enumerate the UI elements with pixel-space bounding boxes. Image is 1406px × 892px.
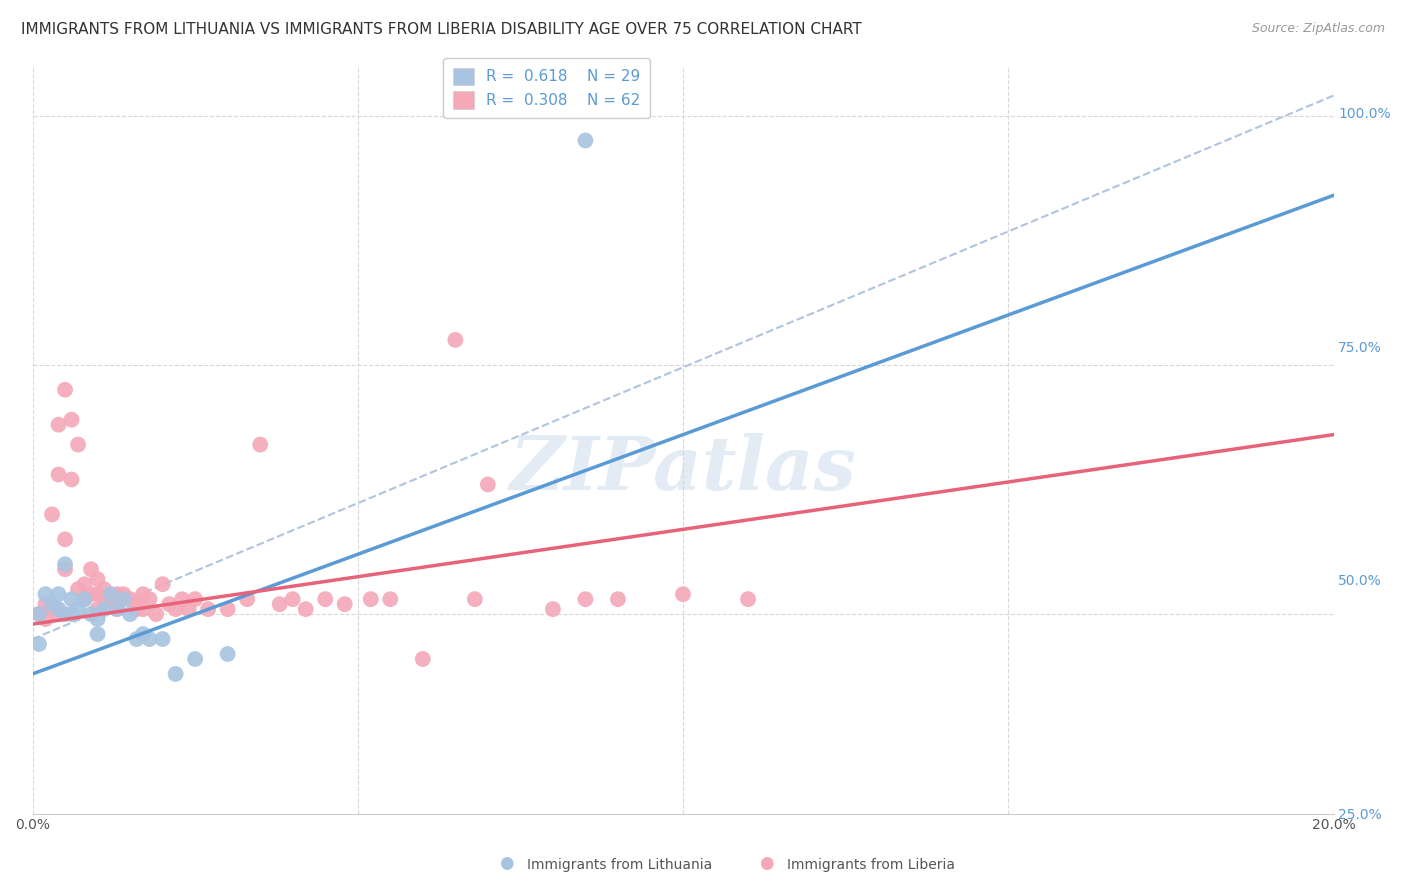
Point bbox=[86, 627, 108, 641]
Point bbox=[53, 558, 76, 572]
Point bbox=[236, 592, 259, 607]
Point bbox=[34, 612, 56, 626]
Point bbox=[477, 477, 499, 491]
Point bbox=[73, 592, 96, 607]
Point bbox=[184, 652, 207, 666]
Point bbox=[672, 587, 695, 601]
Point bbox=[48, 587, 70, 601]
Point bbox=[60, 412, 83, 426]
Text: ●: ● bbox=[499, 855, 513, 872]
Point bbox=[138, 632, 160, 646]
Point bbox=[607, 592, 630, 607]
Point bbox=[360, 592, 382, 607]
Point bbox=[269, 597, 291, 611]
Point bbox=[28, 607, 51, 621]
Point bbox=[152, 632, 174, 646]
Point bbox=[464, 592, 486, 607]
Point bbox=[53, 562, 76, 576]
Point bbox=[314, 592, 336, 607]
Point bbox=[132, 627, 155, 641]
Point bbox=[41, 508, 63, 522]
Point bbox=[217, 647, 239, 661]
Point bbox=[165, 602, 187, 616]
Point bbox=[184, 592, 207, 607]
Point bbox=[541, 602, 564, 616]
Point bbox=[48, 467, 70, 482]
Point bbox=[93, 602, 115, 616]
Point bbox=[67, 437, 90, 451]
Text: Immigrants from Liberia: Immigrants from Liberia bbox=[787, 858, 955, 872]
Text: ●: ● bbox=[759, 855, 773, 872]
Point bbox=[34, 597, 56, 611]
Point bbox=[53, 533, 76, 547]
Point bbox=[86, 587, 108, 601]
Point bbox=[120, 607, 142, 621]
Point bbox=[333, 597, 356, 611]
Point bbox=[80, 607, 103, 621]
Point bbox=[177, 602, 200, 616]
Point bbox=[48, 417, 70, 432]
Point bbox=[28, 607, 51, 621]
Legend: R =  0.618    N = 29, R =  0.308    N = 62: R = 0.618 N = 29, R = 0.308 N = 62 bbox=[443, 58, 650, 118]
Point bbox=[737, 592, 759, 607]
Point bbox=[100, 587, 122, 601]
Point bbox=[412, 652, 434, 666]
Point bbox=[93, 582, 115, 597]
Point bbox=[60, 607, 83, 621]
Point bbox=[105, 602, 128, 616]
Point bbox=[125, 602, 148, 616]
Point bbox=[157, 597, 180, 611]
Text: Immigrants from Lithuania: Immigrants from Lithuania bbox=[527, 858, 713, 872]
Point bbox=[60, 592, 83, 607]
Point bbox=[125, 597, 148, 611]
Point bbox=[385, 847, 408, 861]
Point bbox=[105, 587, 128, 601]
Point bbox=[100, 587, 122, 601]
Point bbox=[100, 592, 122, 607]
Point bbox=[574, 133, 596, 147]
Point bbox=[67, 582, 90, 597]
Text: Source: ZipAtlas.com: Source: ZipAtlas.com bbox=[1251, 22, 1385, 36]
Point bbox=[120, 592, 142, 607]
Point bbox=[281, 592, 304, 607]
Point bbox=[145, 607, 167, 621]
Point bbox=[249, 437, 271, 451]
Point bbox=[217, 602, 239, 616]
Point bbox=[41, 602, 63, 616]
Point bbox=[67, 602, 90, 616]
Point bbox=[86, 612, 108, 626]
Point bbox=[294, 602, 316, 616]
Point bbox=[73, 577, 96, 591]
Point bbox=[34, 587, 56, 601]
Point bbox=[41, 597, 63, 611]
Point bbox=[197, 602, 219, 616]
Point bbox=[28, 637, 51, 651]
Point bbox=[138, 592, 160, 607]
Point bbox=[132, 602, 155, 616]
Point bbox=[380, 592, 402, 607]
Point bbox=[105, 602, 128, 616]
Text: IMMIGRANTS FROM LITHUANIA VS IMMIGRANTS FROM LIBERIA DISABILITY AGE OVER 75 CORR: IMMIGRANTS FROM LITHUANIA VS IMMIGRANTS … bbox=[21, 22, 862, 37]
Point bbox=[444, 333, 467, 347]
Point bbox=[93, 592, 115, 607]
Point bbox=[132, 587, 155, 601]
Point bbox=[86, 602, 108, 616]
Point bbox=[125, 632, 148, 646]
Point bbox=[165, 667, 187, 681]
Point bbox=[60, 473, 83, 487]
Point bbox=[48, 602, 70, 616]
Text: ZIPatlas: ZIPatlas bbox=[509, 434, 856, 506]
Point bbox=[80, 587, 103, 601]
Point bbox=[574, 592, 596, 607]
Point bbox=[80, 562, 103, 576]
Point bbox=[152, 577, 174, 591]
Point bbox=[73, 592, 96, 607]
Point bbox=[53, 607, 76, 621]
Point bbox=[53, 383, 76, 397]
Point bbox=[86, 572, 108, 586]
Point bbox=[112, 592, 135, 607]
Point bbox=[48, 607, 70, 621]
Point bbox=[172, 592, 194, 607]
Point bbox=[112, 587, 135, 601]
